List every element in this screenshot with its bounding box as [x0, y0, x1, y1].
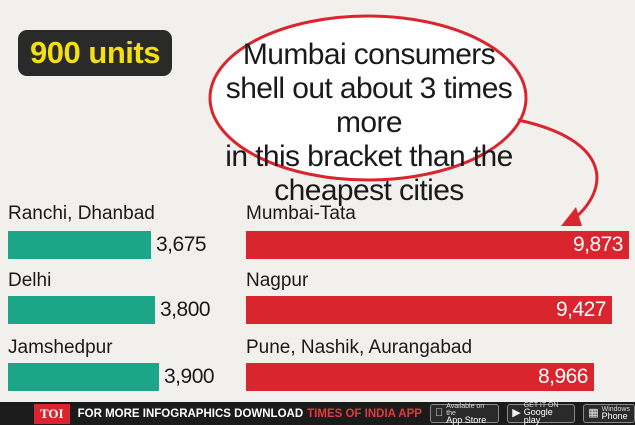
store-badge-small-text: GET IT ON [517, 402, 559, 413]
bar-value-label: 3,675 [156, 233, 207, 256]
bar [8, 231, 151, 259]
bar-value-label: 9,873 [572, 233, 624, 256]
store-badge-small-text: Windows [596, 406, 630, 413]
apple-icon:  [435, 408, 443, 419]
google-play-icon: ▶ [505, 407, 520, 419]
footer-promo-label: FOR MORE INFOGRAPHICS DOWNLOAD [77, 407, 304, 420]
city-label: Delhi [8, 270, 52, 291]
city-label: Ranchi, Dhanbad [8, 203, 155, 224]
speech-bubble-outline [208, 14, 528, 182]
callout-line: in this bracket than the [225, 140, 513, 173]
footer-brand-label: TIMES OF INDIA APP [307, 407, 422, 420]
bar-value-label: 9,427 [555, 298, 607, 321]
bar [8, 296, 155, 324]
callout-arrow-head [561, 207, 582, 226]
store-badge-big-text: Google play [517, 408, 566, 425]
bar-value-label: 3,900 [164, 365, 215, 388]
callout-line: shell out about 3 times more [225, 72, 513, 139]
windows-phone-badge[interactable]: ▦ Windows Phone [583, 404, 635, 423]
city-label: Jamshedpur [8, 337, 113, 358]
toi-logo: TOI [34, 403, 70, 424]
bar [8, 363, 159, 391]
store-badge-small-text: Available on the [437, 403, 488, 417]
google-play-badge[interactable]: ▶ GET IT ON Google play [505, 402, 576, 425]
footer-promo-text: FOR MORE INFOGRAPHICS DOWNLOAD TIMES OF I… [78, 408, 422, 420]
callout-line: Mumbai consumers [242, 38, 496, 71]
callout-text: Mumbai consumers shell out about 3 times… [210, 38, 528, 208]
bar-value-label: 8,966 [537, 365, 589, 388]
bar [246, 296, 612, 324]
bar-value-label: 3,800 [160, 298, 211, 321]
bar [246, 363, 594, 391]
city-label: Mumbai-Tata [246, 203, 356, 224]
store-badge-big-text: App Store [437, 411, 486, 424]
callout-arrow-line [517, 118, 599, 224]
windows-icon: ▦ [583, 407, 598, 419]
units-badge: 900 units [18, 30, 172, 76]
bar [246, 231, 629, 259]
store-badge-big-text: Phone [596, 411, 628, 421]
city-label: Nagpur [246, 270, 309, 291]
city-label: Pune, Nashik, Aurangabad [246, 337, 473, 358]
callout-line: cheapest cities [274, 174, 464, 207]
footer-bar: TOI FOR MORE INFOGRAPHICS DOWNLOAD TIMES … [0, 402, 635, 425]
